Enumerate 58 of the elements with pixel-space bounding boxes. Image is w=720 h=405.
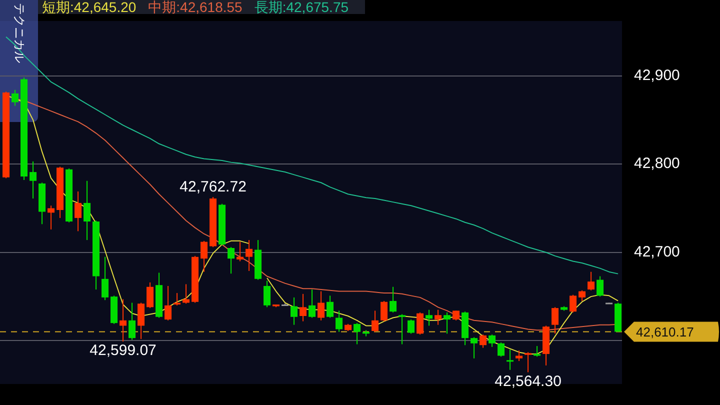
- candlestick: [480, 334, 487, 348]
- candlestick: [236, 241, 244, 262]
- candlestick: [228, 246, 235, 274]
- candlestick: [552, 306, 559, 334]
- annotation: 42,564.30: [494, 372, 562, 390]
- candlestick: [452, 310, 460, 321]
- candlestick: [138, 302, 145, 340]
- candlestick: [506, 349, 514, 370]
- candlestick: [120, 298, 127, 342]
- candlestick: [174, 292, 181, 306]
- text: 長期:42,675.75: [254, 0, 349, 15]
- candlestick: [470, 336, 478, 359]
- candlestick: [200, 240, 208, 272]
- candlestick: [164, 285, 172, 321]
- candlestick: [12, 89, 19, 106]
- candlestick: [524, 352, 532, 373]
- candlestick: [408, 319, 415, 334]
- technical-button: テクニカル: [0, 0, 38, 122]
- candlestick: [146, 282, 154, 309]
- candlestick: [444, 312, 451, 334]
- candlestick: [290, 296, 298, 326]
- candlestick: [264, 280, 271, 308]
- annotation: 42,599.07: [90, 342, 156, 360]
- candlestick: [570, 294, 577, 313]
- candlestick: [488, 334, 496, 348]
- candlestick: [516, 350, 523, 362]
- candlestick: [398, 314, 406, 345]
- candlestick: [84, 180, 91, 241]
- candlestick: [318, 290, 325, 321]
- y-tick-label: 42,700: [634, 244, 680, 261]
- ref-line-label: 42,610.17: [636, 324, 694, 340]
- candlestick: [246, 240, 253, 272]
- candlestick: [128, 302, 136, 340]
- candlestick: [578, 290, 586, 302]
- candlestick: [588, 271, 595, 291]
- candlestick: [300, 293, 307, 322]
- candlestick: [426, 309, 433, 326]
- candlestick: [74, 190, 82, 232]
- candlestick: [326, 295, 334, 318]
- candlestick: [30, 160, 37, 200]
- candlestick: [596, 276, 604, 298]
- candlestick: [354, 322, 361, 345]
- candlestick: [102, 256, 109, 301]
- candlestick: [434, 309, 442, 326]
- annotation: 42,762.72: [180, 178, 246, 196]
- y-tick-label: 42,900: [634, 66, 680, 84]
- candlestick: [308, 288, 316, 318]
- candlestick: [498, 342, 505, 358]
- candlestick: [182, 284, 190, 304]
- candlestick: [372, 310, 379, 332]
- candlestick: [380, 300, 388, 322]
- y-tick-label: 42,800: [634, 155, 680, 172]
- candlestick: [336, 310, 343, 332]
- candlestick: [48, 205, 55, 230]
- text: 短期:42,645.20: [42, 0, 136, 15]
- candlestick: [416, 312, 424, 336]
- candlestick: [390, 286, 397, 313]
- text: 中期:42,618.55: [148, 0, 242, 15]
